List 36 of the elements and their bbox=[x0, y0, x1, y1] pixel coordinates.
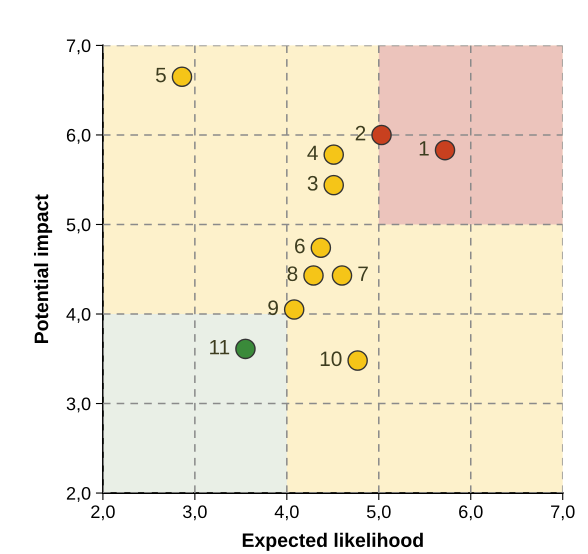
annotation: 11 bbox=[210, 340, 230, 354]
annotation: 2 bbox=[356, 126, 366, 140]
annotation: 8 bbox=[288, 266, 298, 282]
point bbox=[371, 124, 392, 146]
y-tick-label: 2,0 bbox=[66, 486, 90, 502]
annotation: 4 bbox=[307, 146, 318, 160]
annotation: 1 bbox=[420, 141, 429, 156]
annotation: 9 bbox=[268, 300, 278, 316]
annotation: 5 bbox=[156, 68, 166, 82]
x-tick-label: 2,0 bbox=[91, 505, 115, 520]
point bbox=[303, 265, 324, 286]
y-tick-label: 7,0 bbox=[66, 39, 90, 54]
annotation: 3 bbox=[308, 176, 318, 191]
point bbox=[284, 299, 304, 320]
y-axis-title: Potential impact bbox=[34, 194, 52, 344]
y-tick-label: 6,0 bbox=[66, 128, 90, 144]
annotation: 10 bbox=[320, 351, 342, 366]
x-tick-label: 6,0 bbox=[459, 505, 483, 520]
point bbox=[235, 338, 256, 360]
x-tick-label: 5,0 bbox=[366, 505, 391, 520]
point bbox=[323, 174, 344, 196]
annotation: 6 bbox=[295, 238, 305, 254]
x-axis-title: Expected likelihood bbox=[242, 532, 423, 551]
y-tick-label: 3,0 bbox=[66, 397, 90, 412]
annotation: 7 bbox=[358, 266, 368, 281]
x-tick-label: 3,0 bbox=[183, 505, 207, 520]
x-tick-label: 7,0 bbox=[551, 505, 575, 520]
point bbox=[347, 350, 368, 371]
y-tick-label: 5,0 bbox=[66, 218, 90, 234]
point bbox=[434, 140, 456, 160]
point bbox=[172, 66, 192, 88]
point bbox=[323, 144, 344, 165]
point bbox=[310, 237, 332, 258]
point bbox=[332, 265, 352, 286]
y-tick-label: 4,0 bbox=[66, 308, 90, 323]
x-tick-label: 4,0 bbox=[274, 505, 299, 520]
